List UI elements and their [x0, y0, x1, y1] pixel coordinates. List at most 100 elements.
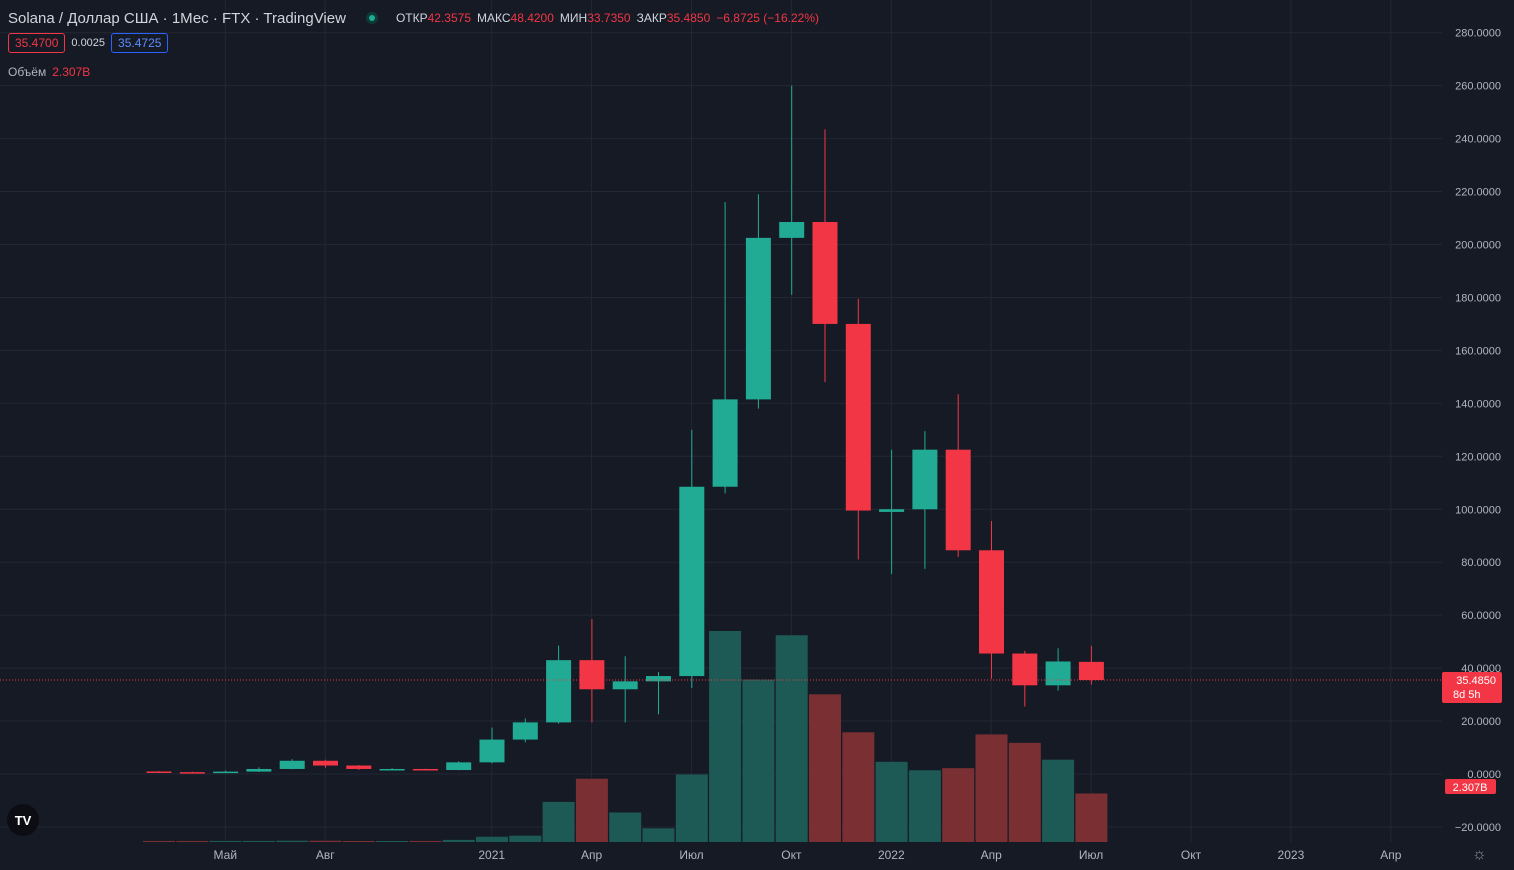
volume-legend[interactable]: Объём 2.307B — [8, 65, 90, 79]
candle-body — [213, 771, 239, 774]
last-price-label: 35.4850 — [1456, 675, 1496, 687]
last-volume-badge — [1445, 779, 1496, 794]
volume-bar — [1075, 793, 1108, 842]
volume-bar — [242, 840, 275, 842]
market-status-icon[interactable] — [365, 12, 378, 24]
candle-body — [346, 765, 372, 769]
candle-body — [945, 449, 971, 551]
candle-body — [546, 660, 572, 723]
candle-body — [912, 449, 938, 510]
candle-body — [579, 660, 605, 690]
x-tick-label: 2023 — [1278, 848, 1305, 862]
volume-bar — [342, 841, 375, 842]
open-value: 42.3575 — [427, 11, 471, 25]
y-tick-label: 280.0000 — [1455, 28, 1501, 40]
buy-button[interactable]: 35.4725 — [111, 33, 169, 53]
volume-label: Объём — [8, 65, 47, 79]
gear-icon[interactable]: ☼ — [1472, 846, 1487, 863]
volume-bar — [642, 828, 675, 842]
volume-bar — [775, 635, 808, 842]
spread-value: 0.0025 — [71, 37, 106, 49]
volume-bar — [376, 841, 409, 842]
candle-body — [612, 681, 638, 690]
x-axis: Май Авг 2021 Апр Июл Окт 2022 Апр Июл Окт 2023 Апр — [214, 848, 1402, 862]
volume-bar — [875, 761, 908, 842]
volume-bar — [209, 840, 242, 842]
candle-body — [712, 399, 738, 487]
candle-body — [812, 221, 838, 324]
candle-body — [745, 237, 771, 400]
candles — [146, 85, 1104, 774]
volume-bar — [442, 839, 475, 842]
volume-bar — [1042, 759, 1075, 842]
y-tick-label: 60.0000 — [1461, 610, 1501, 622]
candle-body — [879, 509, 905, 512]
last-price-badge — [1442, 672, 1502, 704]
volume-bar — [908, 770, 941, 842]
x-tick-label: Июл — [679, 848, 703, 862]
candle-body — [679, 486, 705, 677]
candle-body — [1078, 661, 1104, 681]
volume-bar — [276, 840, 309, 842]
high-value: 48.4200 — [510, 11, 554, 25]
candle-body — [479, 739, 505, 763]
high-label: МАКС — [477, 11, 511, 25]
volume-bar — [842, 732, 875, 842]
candle-body — [246, 768, 272, 772]
y-tick-label: −20.0000 — [1455, 822, 1501, 834]
candle-body — [179, 772, 205, 774]
x-tick-label: 2021 — [478, 848, 505, 862]
y-tick-label: 240.0000 — [1455, 134, 1501, 146]
y-tick-label: 0.0000 — [1467, 769, 1501, 781]
candle-body — [845, 323, 871, 511]
y-tick-label: 220.0000 — [1455, 187, 1501, 199]
symbol-title[interactable]: Solana / Доллар США · 1Мес · FTX · Tradi… — [8, 9, 346, 27]
volume-bar — [975, 734, 1008, 842]
candle-body — [446, 762, 472, 771]
sell-button[interactable]: 35.4700 — [8, 33, 66, 53]
close-value: 35.4850 — [666, 11, 711, 25]
y-tick-label: 120.0000 — [1455, 451, 1501, 463]
y-tick-label: 180.0000 — [1455, 292, 1501, 304]
volume-bar — [176, 840, 209, 842]
y-tick-label: 160.0000 — [1455, 345, 1501, 357]
x-tick-label: 2022 — [878, 848, 905, 862]
y-tick-label: 20.0000 — [1461, 716, 1501, 728]
tradingview-logo-icon[interactable]: TV — [7, 804, 39, 836]
open-label: ОТКР — [395, 11, 428, 25]
y-axis: 280.0000 260.0000 240.0000 220.0000 200.0000… — [1455, 28, 1501, 834]
candle-body — [646, 676, 671, 682]
volume-bars — [143, 631, 1108, 842]
price-badges: 35.4850 8d 5h 2.307B — [1442, 672, 1502, 794]
candle-body — [1012, 653, 1038, 686]
x-tick-label: Апр — [981, 848, 1003, 862]
y-tick-label: 260.0000 — [1455, 81, 1501, 93]
x-tick-label: Окт — [781, 848, 802, 862]
volume-bar — [476, 836, 508, 842]
low-label: МИН — [559, 11, 588, 25]
volume-value: 2.307B — [52, 65, 91, 79]
candle-body — [279, 760, 305, 769]
volume-bar — [143, 840, 175, 842]
volume-bar — [1008, 742, 1041, 842]
y-tick-label: 80.0000 — [1461, 557, 1501, 569]
volume-bar — [509, 835, 542, 842]
legend-header: Solana / Доллар США · 1Мес · FTX · Tradi… — [8, 8, 819, 28]
candle-body — [146, 771, 172, 773]
volume-bar — [942, 768, 975, 842]
x-tick-label: Май — [214, 848, 238, 862]
y-tick-label: 200.0000 — [1455, 240, 1501, 252]
candle-body — [412, 768, 438, 771]
x-tick-label: Авг — [316, 848, 335, 862]
x-tick-label: Июл — [1079, 848, 1103, 862]
candle-body — [512, 722, 538, 740]
x-tick-label: Окт — [1181, 848, 1202, 862]
y-tick-label: 140.0000 — [1455, 398, 1501, 410]
x-tick-label: Апр — [581, 848, 603, 862]
volume-bar — [575, 778, 608, 842]
volume-bar — [542, 801, 575, 842]
volume-bar — [675, 774, 708, 842]
volume-bar — [309, 840, 342, 842]
volume-bar — [709, 631, 742, 842]
